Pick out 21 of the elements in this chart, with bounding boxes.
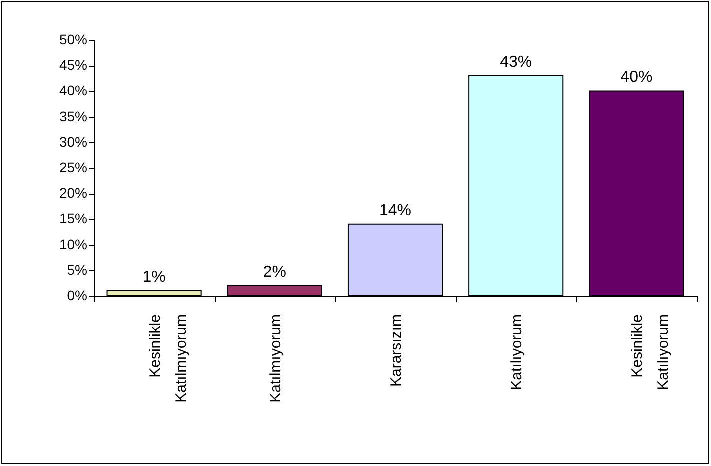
y-tick-label: 30% <box>59 134 88 150</box>
data-label: 43% <box>500 54 532 71</box>
data-label: 2% <box>263 264 286 281</box>
data-label: 14% <box>379 202 412 220</box>
y-tick-label: 50% <box>59 32 88 48</box>
data-label: 40% <box>620 69 653 86</box>
x-tick-label: Katılıyorum <box>508 314 526 390</box>
y-tick-label: 20% <box>59 185 88 202</box>
y-tick-label: 25% <box>59 160 88 176</box>
x-tick-label: Kesinlikle Katılıyorum <box>629 314 672 390</box>
x-tick-label: Kesinlikle Katılmıyorum <box>146 314 190 403</box>
y-tick-label: 5% <box>67 262 88 278</box>
y-tick-label: 45% <box>59 57 88 74</box>
y-tick-label: 15% <box>59 210 88 227</box>
y-tick-label: 10% <box>59 236 88 252</box>
data-label: 1% <box>142 268 166 286</box>
x-tick-label: Kararsızım <box>388 314 405 388</box>
y-tick-label: 0% <box>67 288 88 304</box>
x-tick-label: Katılmıyorum <box>267 314 284 403</box>
y-tick-label: 35% <box>59 108 88 124</box>
y-tick-label: 40% <box>59 82 88 99</box>
